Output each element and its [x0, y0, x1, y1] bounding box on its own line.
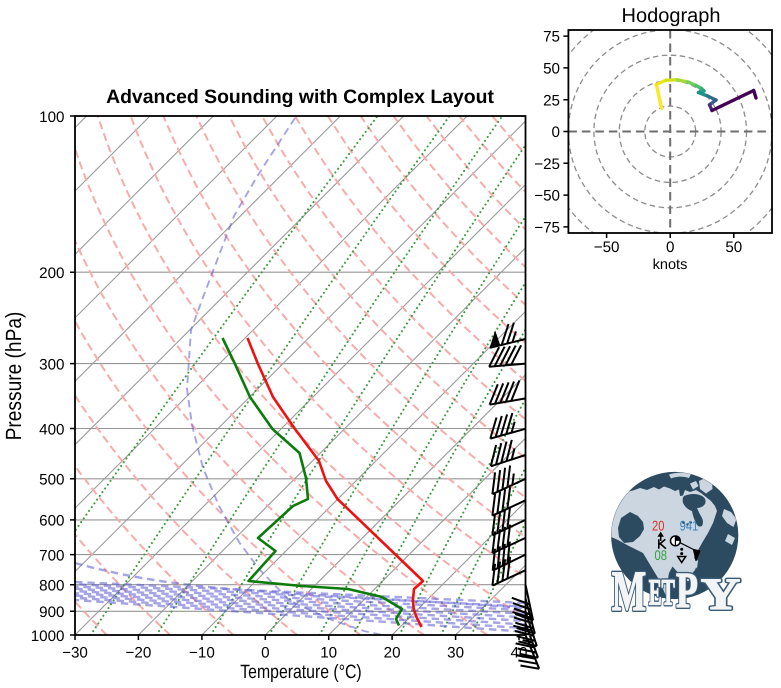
svg-text:1000: 1000 [31, 628, 65, 645]
svg-text:M: M [612, 560, 646, 623]
svg-text:−25: −25 [534, 156, 560, 173]
svg-text:T: T [662, 573, 676, 614]
svg-text:20: 20 [384, 645, 401, 662]
svg-text:P: P [676, 562, 698, 618]
svg-text:40: 40 [511, 645, 528, 662]
svg-text:knots: knots [653, 257, 688, 273]
svg-text:900: 900 [39, 604, 64, 621]
svg-text:E: E [649, 573, 662, 614]
svg-text:−50: −50 [534, 188, 560, 205]
svg-text:0: 0 [552, 124, 560, 141]
svg-text:30: 30 [447, 645, 464, 662]
svg-text:−75: −75 [534, 220, 560, 237]
svg-text:50: 50 [725, 239, 742, 256]
svg-text:−10: −10 [189, 645, 215, 662]
svg-text:300: 300 [39, 356, 64, 373]
svg-text:Y: Y [701, 569, 740, 619]
svg-text:Y: Y [701, 569, 740, 619]
svg-text:25: 25 [543, 92, 560, 109]
svg-text:75: 75 [543, 29, 560, 46]
svg-text:600: 600 [39, 513, 64, 530]
svg-text:200: 200 [39, 265, 64, 282]
svg-text:Temperature (°C): Temperature (°C) [240, 662, 361, 683]
svg-text:E: E [649, 573, 662, 614]
svg-text:10: 10 [320, 645, 337, 662]
svg-text:Advanced Sounding with Complex: Advanced Sounding with Complex Layout [106, 86, 494, 108]
svg-text:Hodograph: Hodograph [622, 5, 721, 27]
svg-text:0: 0 [666, 239, 674, 256]
svg-text:941: 941 [680, 518, 699, 534]
svg-text:50: 50 [543, 61, 560, 78]
svg-text:0: 0 [261, 645, 269, 662]
svg-text:800: 800 [39, 578, 64, 595]
svg-text:P: P [676, 562, 698, 618]
svg-text:T: T [662, 573, 676, 614]
svg-text:−30: −30 [62, 645, 88, 662]
svg-text:400: 400 [39, 421, 64, 438]
svg-text:08: 08 [655, 547, 668, 563]
svg-text:−50: −50 [594, 239, 620, 256]
svg-text:−20: −20 [126, 645, 152, 662]
svg-text:Pressure (hPa): Pressure (hPa) [1, 312, 26, 441]
svg-text:20: 20 [652, 518, 665, 534]
svg-text:500: 500 [39, 472, 64, 489]
svg-text:700: 700 [39, 547, 64, 564]
svg-text:100: 100 [39, 109, 64, 126]
svg-text:M: M [612, 560, 646, 623]
